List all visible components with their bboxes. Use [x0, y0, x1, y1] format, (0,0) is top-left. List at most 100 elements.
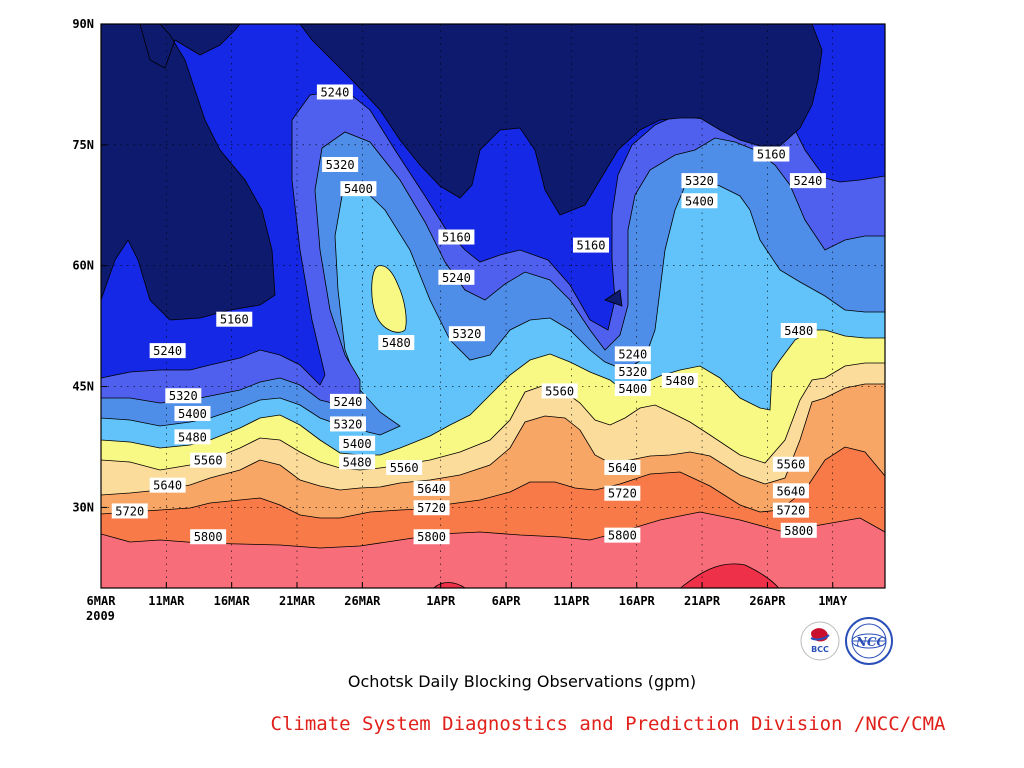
contour-label-text: 5480	[343, 455, 372, 469]
contour-label-text: 5160	[577, 239, 606, 253]
contour-label: 5240	[149, 343, 186, 359]
contour-label: 5160	[753, 146, 790, 162]
contour-label-text: 5800	[608, 529, 637, 543]
contour-label-background	[413, 500, 450, 516]
band-5880-spot-1	[433, 582, 466, 588]
contour-label: 5560	[541, 383, 578, 399]
contour-label-background	[413, 480, 450, 496]
contour-label-background	[614, 364, 651, 380]
contour-label: 5720	[111, 503, 148, 519]
bcc-logo: BCC	[800, 621, 840, 661]
y-tick-label: 60N	[72, 259, 94, 273]
contour-label-background	[772, 456, 809, 472]
contour-label: 5640	[413, 480, 450, 496]
contour-label: 5480	[378, 335, 415, 351]
contour-label: 5320	[448, 326, 485, 342]
x-tick-label: 26MAR	[344, 594, 381, 608]
y-tick-label: 30N	[72, 500, 94, 514]
band-5880-spot-2	[679, 563, 779, 588]
contour-label-background	[780, 522, 817, 538]
contour-label: 5480	[174, 429, 211, 445]
contour-label-background	[604, 485, 641, 501]
x-tick-label: 26APR	[749, 594, 786, 608]
contour-label-background	[216, 311, 253, 327]
contour-label: 5160	[438, 229, 475, 245]
y-tick-label: 90N	[72, 17, 94, 31]
contour-label-background	[339, 435, 376, 451]
contour-label-background	[573, 237, 609, 253]
contour-label-text: 5160	[220, 313, 249, 327]
contour-label-text: 5480	[178, 430, 207, 444]
contour-label-background	[753, 146, 790, 162]
contour-label-text: 5480	[665, 374, 694, 388]
contour-label-text: 5720	[115, 504, 144, 518]
contour-label-background	[111, 503, 148, 519]
contour-label-text: 5800	[784, 524, 813, 538]
contour-label-background	[681, 193, 718, 209]
x-tick-label: 11APR	[553, 594, 590, 608]
contour-label-text: 5720	[776, 504, 805, 518]
contour-label: 5800	[604, 527, 641, 543]
contour-label-text: 5320	[169, 389, 198, 403]
contour-label: 5320	[322, 157, 359, 172]
bcc-logo-text: BCC	[811, 645, 829, 654]
contour-label: 5160	[573, 237, 609, 253]
contour-label-text: 5480	[382, 336, 411, 350]
ncc-logo-text: NCC	[855, 635, 887, 649]
contour-label: 5240	[329, 393, 366, 409]
contour-label-text: 5560	[194, 454, 223, 468]
ncc-logo: NCC	[845, 617, 893, 665]
contour-label-text: 5240	[153, 344, 182, 358]
contour-label: 5560	[190, 452, 227, 468]
contour-labels: 5240 5320 5400 5160 5240 5320 5480 5160 5320 5400…	[111, 84, 826, 545]
contour-label: 5320	[329, 416, 366, 432]
contour-label-text: 5160	[757, 148, 786, 162]
contour-label-background	[386, 459, 423, 475]
contour-label-text: 5560	[776, 458, 805, 472]
contour-label: 5320	[165, 388, 202, 404]
contour-label-background	[339, 454, 376, 470]
contour-label-text: 5320	[618, 365, 647, 379]
contour-label-text: 5320	[334, 417, 363, 431]
x-tick-label: 1MAY	[818, 594, 848, 608]
contour-label: 5400	[681, 193, 718, 209]
contour-label-text: 5720	[417, 501, 446, 515]
plot-frame	[100, 23, 886, 589]
contour-label-background	[614, 380, 651, 396]
contour-label: 5320	[681, 173, 718, 189]
contour-label-background	[378, 335, 415, 351]
y-axis: 30N 45N 60N 75N 90N	[72, 17, 107, 514]
x-tick-label: 1APR	[426, 594, 456, 608]
contour-label: 5240	[614, 346, 651, 362]
contour-label: 5800	[780, 522, 817, 538]
contour-label: 5720	[772, 502, 809, 518]
x-tick-label: 11MAR	[148, 594, 185, 608]
contour-label-background	[316, 84, 353, 100]
contour-label: 5240	[316, 84, 353, 100]
contour-label: 5560	[772, 456, 809, 472]
contour-label: 5480	[339, 454, 376, 470]
contour-label-background	[780, 322, 817, 338]
x-tick-label: 16MAR	[214, 594, 251, 608]
contour-label-background	[789, 173, 826, 189]
contour-label-background	[149, 477, 186, 493]
contour-label: 5800	[413, 529, 450, 545]
contour-label-text: 5240	[793, 174, 822, 188]
contour-label-background	[174, 429, 211, 445]
contour-label: 5400	[340, 181, 377, 197]
contour-label-text: 5320	[326, 158, 355, 172]
x-tick-label: 21APR	[684, 594, 721, 608]
contour-label-text: 5400	[685, 194, 714, 208]
contour-label-text: 5640	[153, 479, 182, 493]
contour-label: 5400	[339, 435, 376, 451]
contour-label-text: 5800	[194, 530, 223, 544]
contour-label-background	[340, 181, 377, 197]
contour-label-background	[614, 346, 651, 362]
contour-label-background	[681, 173, 718, 189]
contour-label-text: 5560	[390, 461, 419, 475]
contour-label-text: 5400	[618, 382, 647, 396]
contour-label-background	[438, 229, 475, 245]
contour-label-background	[448, 326, 485, 342]
contour-label-text: 5400	[344, 182, 373, 196]
contour-label: 5480	[780, 322, 817, 338]
